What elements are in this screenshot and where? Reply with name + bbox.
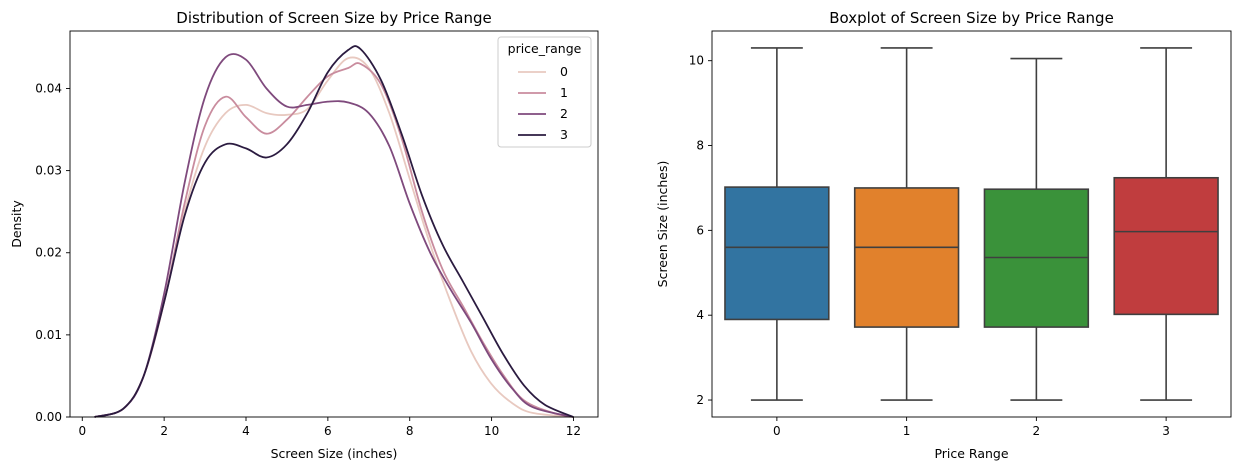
- box-3: [1113, 176, 1219, 316]
- kde-y-tick-label: 0.02: [35, 246, 62, 260]
- kde-axes-frame: [69, 30, 599, 418]
- boxplot-axes-frame: [711, 30, 1232, 418]
- kde-legend: price_range 0 1 2 3: [497, 36, 592, 148]
- boxplot-x-tick-label: 1: [903, 424, 911, 438]
- kde-legend-frame: [497, 36, 592, 148]
- boxplot-y-axis: 2 4 6 8 10: [689, 54, 712, 407]
- boxplot-x-tick-label: 3: [1162, 424, 1170, 438]
- kde-legend-label-1: 1: [560, 85, 568, 100]
- kde-x-axis: 0 2 4 6 8 10 12: [78, 417, 581, 438]
- kde-plot-area: [69, 30, 599, 418]
- boxplot-y-tick-label: 4: [696, 308, 704, 322]
- kde-x-tick-label: 0: [78, 424, 86, 438]
- box-0: [724, 186, 830, 321]
- kde-x-tick-label: 8: [406, 424, 414, 438]
- kde-y-tick-label: 0.03: [35, 164, 62, 178]
- kde-line-3: [94, 45, 574, 418]
- kde-x-tick-label: 10: [484, 424, 499, 438]
- boxplot-x-axis-label: Price Range: [934, 446, 1008, 461]
- boxplot-y-axis-label: Screen Size (inches): [655, 161, 670, 288]
- kde-legend-label-3: 3: [560, 127, 568, 142]
- kde-legend-label-0: 0: [560, 64, 568, 79]
- boxplot-y-tick-label: 8: [696, 139, 704, 153]
- kde-chart: Distribution of Screen Size by Price Ran…: [9, 9, 599, 461]
- kde-legend-title: price_range: [508, 41, 582, 56]
- kde-y-axis-label: Density: [9, 200, 24, 248]
- boxplot-plot-area: [711, 30, 1232, 418]
- boxplot-y-tick-label: 6: [696, 223, 704, 237]
- kde-y-tick-label: 0.00: [35, 410, 62, 424]
- kde-x-tick-label: 12: [566, 424, 581, 438]
- kde-line-2: [94, 53, 574, 418]
- kde-line-1: [94, 62, 574, 418]
- boxplot-x-axis: 0 1 2 3: [773, 417, 1170, 438]
- boxplot-x-tick-label: 0: [773, 424, 781, 438]
- kde-y-tick-label: 0.01: [35, 328, 62, 342]
- kde-y-axis: 0.00 0.01 0.02 0.03 0.04: [35, 81, 70, 424]
- kde-y-tick-label: 0.04: [35, 81, 62, 95]
- kde-x-tick-label: 4: [242, 424, 250, 438]
- boxplot-x-tick-label: 2: [1033, 424, 1041, 438]
- box-1: [853, 187, 960, 328]
- kde-x-tick-label: 2: [160, 424, 168, 438]
- boxplot-chart-title: Boxplot of Screen Size by Price Range: [829, 9, 1114, 27]
- kde-chart-title: Distribution of Screen Size by Price Ran…: [176, 9, 491, 27]
- boxplot-y-tick-label: 2: [696, 393, 704, 407]
- boxplot-y-tick-label: 10: [689, 54, 704, 68]
- kde-x-axis-label: Screen Size (inches): [271, 446, 398, 461]
- kde-legend-label-2: 2: [560, 106, 568, 121]
- kde-x-tick-label: 6: [324, 424, 332, 438]
- boxplot-chart: Boxplot of Screen Size by Price Range 0 1…: [655, 9, 1232, 461]
